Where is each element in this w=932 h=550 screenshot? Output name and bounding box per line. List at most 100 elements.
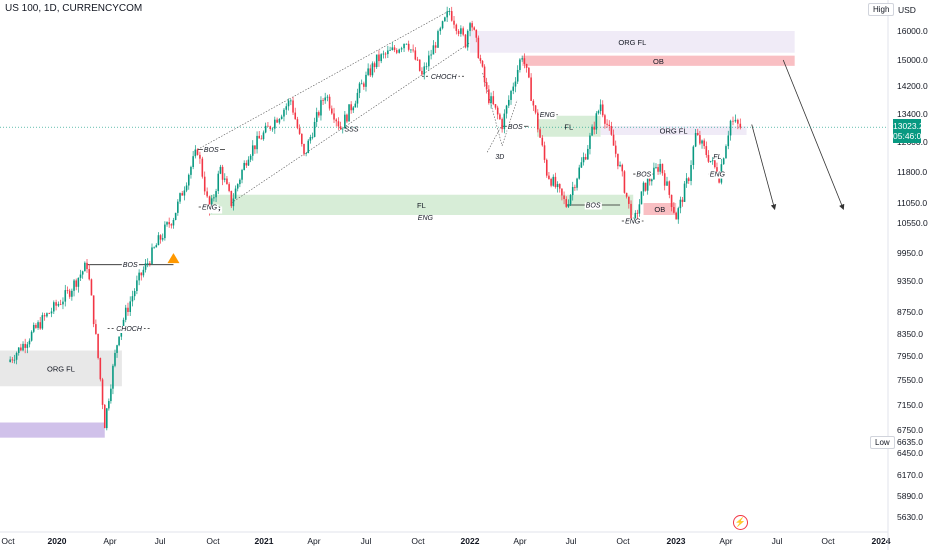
candle-body	[331, 108, 333, 114]
candle-body	[315, 112, 318, 122]
candle-body	[15, 352, 18, 360]
candle-body	[439, 28, 442, 32]
zone-6[interactable]	[0, 350, 122, 387]
candle-body	[309, 137, 312, 141]
warning-icon[interactable]	[167, 253, 180, 264]
pattern-line-a[interactable]	[482, 72, 503, 146]
candle-body	[269, 126, 272, 130]
candle-body	[328, 96, 331, 109]
x-tick-13: 2023	[667, 536, 686, 546]
candle-body	[22, 343, 24, 351]
candle-body	[630, 203, 632, 222]
candle-body	[580, 162, 583, 168]
y-tick-1: 15000.0	[897, 55, 928, 65]
candle-body	[239, 179, 241, 185]
candle-body	[610, 125, 613, 135]
candle-body	[587, 148, 589, 160]
candle-body	[256, 135, 258, 150]
channel-line-0[interactable]	[197, 10, 450, 150]
candle-body	[670, 194, 673, 208]
candle-body	[528, 67, 530, 78]
candle-body	[414, 50, 417, 60]
candle-body	[66, 290, 69, 291]
pattern-label-3: ENG	[418, 215, 434, 222]
candle-body	[469, 23, 471, 31]
candle-body	[471, 23, 473, 28]
candle-body	[534, 105, 537, 113]
candle-body	[699, 135, 701, 144]
y-tick-7: 10550.0	[897, 218, 928, 228]
candle-body	[50, 311, 53, 314]
candle-body	[344, 114, 346, 129]
candle-body	[249, 155, 252, 160]
candle-body	[727, 135, 730, 147]
candle-body	[554, 176, 557, 188]
low-value: 6635.0	[897, 437, 923, 447]
candle-body	[360, 83, 363, 85]
x-tick-5: 2021	[255, 536, 274, 546]
structure-label-bg	[708, 171, 727, 179]
candle-body	[488, 89, 490, 103]
candle-body	[305, 153, 307, 154]
candle-body	[26, 344, 29, 348]
channel-line-2[interactable]	[486, 124, 503, 154]
pattern-line-b[interactable]	[501, 99, 518, 146]
lightning-icon[interactable]: ⚡	[733, 515, 748, 530]
x-tick-10: Apr	[513, 536, 526, 546]
zone-label-3: FL	[564, 122, 573, 131]
projection-arrow-2[interactable]	[782, 59, 845, 211]
candle-body	[280, 116, 283, 119]
candle-body	[276, 119, 278, 123]
candle-body	[97, 333, 99, 358]
y-tick-17: 6170.0	[897, 470, 923, 480]
candle-body	[219, 166, 222, 174]
candle-body	[648, 178, 651, 182]
candle-body	[262, 132, 265, 140]
candle-body	[199, 154, 201, 159]
zone-label-1: OB	[653, 57, 664, 66]
candle-body	[481, 60, 484, 67]
candle-body	[203, 176, 206, 192]
candle-body	[151, 247, 153, 265]
candle-body	[59, 303, 62, 305]
candle-body	[675, 212, 677, 220]
candle-body	[574, 186, 576, 188]
zone-1[interactable]	[522, 55, 795, 66]
candle-body	[99, 357, 102, 380]
zone-label-6: ORG FL	[47, 364, 75, 373]
candle-body	[380, 54, 382, 62]
candle-body	[597, 111, 600, 114]
candle-body	[496, 107, 499, 115]
structure-label-bg	[584, 202, 602, 210]
candle-body	[174, 212, 177, 220]
zone-2[interactable]	[209, 194, 634, 215]
candle-body	[138, 272, 140, 281]
zone-0[interactable]	[470, 31, 795, 53]
candle-body	[17, 347, 20, 353]
channel-line-1[interactable]	[231, 42, 471, 204]
candle-body	[90, 279, 93, 296]
candle-body	[683, 183, 686, 202]
candle-body	[634, 212, 637, 220]
candle-body	[92, 295, 95, 325]
zone-5[interactable]	[643, 203, 677, 215]
candle-body	[718, 176, 720, 183]
candle-body	[532, 100, 535, 106]
candle-body	[101, 379, 104, 405]
projection-arrow-1[interactable]	[751, 124, 777, 211]
candle-body	[593, 126, 596, 130]
candle-body	[548, 175, 550, 179]
zone-3[interactable]	[537, 115, 601, 137]
structure-label-bg	[635, 171, 653, 179]
candle-body	[703, 140, 705, 147]
candle-body	[584, 157, 587, 160]
candle-body	[373, 63, 376, 68]
zone-4[interactable]	[600, 126, 747, 135]
candle-body	[335, 119, 338, 122]
candle-body	[661, 163, 664, 174]
candle-body	[530, 77, 532, 101]
structure-label-bg	[200, 204, 219, 212]
structure-label-10: ENG	[710, 172, 726, 179]
zone-7[interactable]	[0, 422, 105, 438]
